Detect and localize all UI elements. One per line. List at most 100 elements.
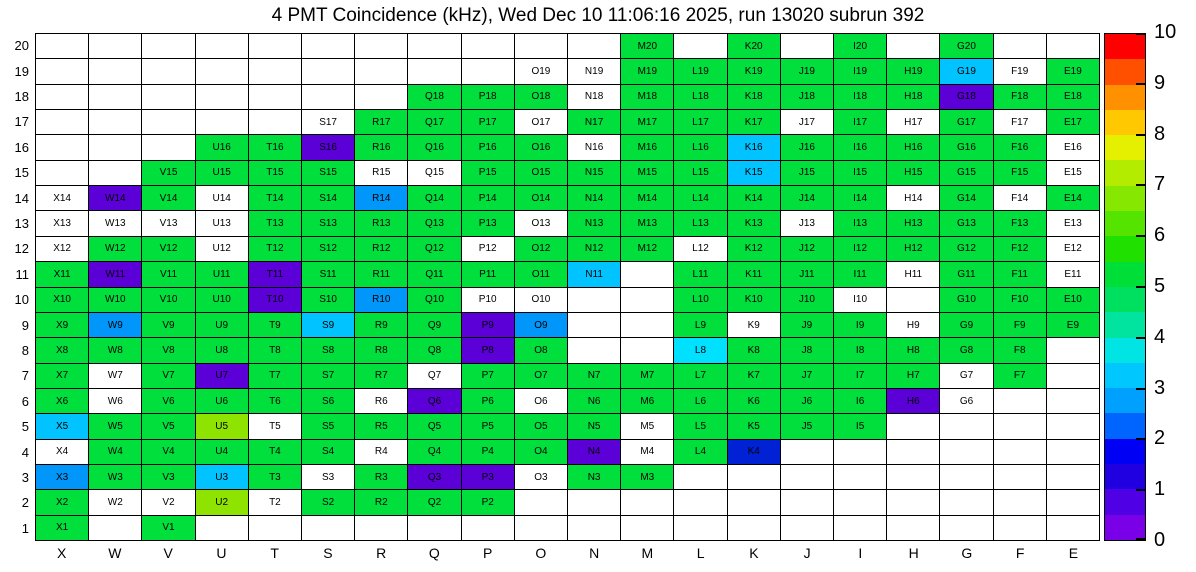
heatmap-cell: F10 bbox=[992, 286, 1046, 312]
heatmap-cell: H13 bbox=[886, 210, 940, 236]
heatmap-cell: S14 bbox=[301, 185, 355, 211]
colorbar-segment bbox=[1105, 489, 1145, 515]
heatmap-cell bbox=[194, 33, 248, 59]
colorbar-tick bbox=[1136, 387, 1145, 390]
heatmap-cell bbox=[354, 33, 408, 59]
heatmap-cell bbox=[620, 311, 674, 338]
heatmap-cell: G17 bbox=[939, 109, 993, 135]
heatmap-cell: L14 bbox=[673, 185, 727, 211]
heatmap-cell: K8 bbox=[726, 337, 780, 363]
heatmap-cell bbox=[726, 514, 780, 540]
heatmap-cell: N13 bbox=[567, 210, 621, 236]
heatmap-cell: G7 bbox=[939, 362, 993, 388]
heatmap-cell: Q12 bbox=[407, 235, 461, 262]
y-axis-label: 7 bbox=[21, 368, 29, 384]
y-axis-label: 16 bbox=[14, 139, 29, 155]
heatmap-cell: L5 bbox=[673, 413, 727, 439]
heatmap-cell bbox=[567, 337, 621, 363]
heatmap-cell: N12 bbox=[567, 235, 621, 262]
heatmap-cell bbox=[620, 514, 674, 540]
heatmap-cell: S12 bbox=[301, 235, 355, 262]
heatmap-grid: M20 K20 I20 G20 O19 N19 M19 L19 K19 J19 I19 H19 G19 F… bbox=[35, 33, 1100, 541]
heatmap-cell: P4 bbox=[460, 438, 514, 464]
heatmap-cell bbox=[1045, 489, 1099, 515]
heatmap-cell: W7 bbox=[88, 362, 142, 388]
heatmap-cell bbox=[886, 413, 940, 439]
heatmap-cell: H12 bbox=[886, 235, 940, 262]
heatmap-cell: R4 bbox=[354, 438, 408, 464]
heatmap-cell: H6 bbox=[886, 387, 940, 414]
heatmap-cell: Q17 bbox=[407, 109, 461, 135]
heatmap-cell: P13 bbox=[460, 210, 514, 236]
heatmap-cell bbox=[88, 33, 142, 59]
heatmap-cell: U7 bbox=[194, 362, 248, 388]
heatmap-cell: G12 bbox=[939, 235, 993, 262]
colorbar-tick bbox=[1136, 235, 1145, 238]
x-axis-label: G bbox=[961, 545, 973, 561]
heatmap-cell: J5 bbox=[779, 413, 833, 439]
heatmap-cell: G19 bbox=[939, 58, 993, 84]
heatmap-cell bbox=[886, 514, 940, 540]
heatmap-cell: O9 bbox=[513, 311, 567, 338]
heatmap-cell: H18 bbox=[886, 83, 940, 110]
heatmap-cell: X3 bbox=[35, 463, 89, 490]
colorbar-segment bbox=[1105, 135, 1145, 161]
heatmap-cell: K5 bbox=[726, 413, 780, 439]
heatmap-cell: E17 bbox=[1045, 109, 1099, 135]
heatmap-cell: J13 bbox=[779, 210, 833, 236]
heatmap-cell bbox=[301, 83, 355, 110]
colorbar-tick-label: 1 bbox=[1154, 478, 1166, 501]
heatmap-cell bbox=[620, 337, 674, 363]
heatmap-cell: T8 bbox=[247, 337, 301, 363]
heatmap-cell: M19 bbox=[620, 58, 674, 84]
x-axis-label: F bbox=[1015, 545, 1025, 561]
heatmap-cell: S10 bbox=[301, 286, 355, 312]
colorbar-segment bbox=[1105, 362, 1145, 389]
heatmap-cell: P10 bbox=[460, 286, 514, 312]
heatmap-cell: S3 bbox=[301, 463, 355, 490]
heatmap-cell: T3 bbox=[247, 463, 301, 490]
heatmap-cell: J14 bbox=[779, 185, 833, 211]
heatmap-cell: T7 bbox=[247, 362, 301, 388]
heatmap-cell: H9 bbox=[886, 311, 940, 338]
heatmap-cell: H8 bbox=[886, 337, 940, 363]
heatmap-cell: Q16 bbox=[407, 134, 461, 160]
colorbar-segment bbox=[1105, 109, 1145, 136]
heatmap-cell bbox=[407, 514, 461, 540]
colorbar-segment bbox=[1105, 261, 1145, 287]
colorbar-segment bbox=[1105, 185, 1145, 212]
heatmap-cell: S2 bbox=[301, 489, 355, 515]
heatmap-cell: N5 bbox=[567, 413, 621, 439]
heatmap-cell: G16 bbox=[939, 134, 993, 160]
y-axis-label: 13 bbox=[14, 215, 29, 231]
heatmap-cell bbox=[141, 58, 195, 84]
heatmap-cell bbox=[992, 438, 1046, 464]
heatmap-cell: R7 bbox=[354, 362, 408, 388]
heatmap-cell bbox=[141, 83, 195, 110]
heatmap-cell bbox=[939, 463, 993, 490]
colorbar-segment bbox=[1105, 514, 1145, 540]
heatmap-cell bbox=[513, 514, 567, 540]
heatmap-cell: O16 bbox=[513, 134, 567, 160]
heatmap-cell bbox=[886, 286, 940, 312]
heatmap-cell bbox=[886, 33, 940, 59]
heatmap-cell: R8 bbox=[354, 337, 408, 363]
heatmap-cell: T14 bbox=[247, 185, 301, 211]
heatmap-cell bbox=[141, 134, 195, 160]
x-axis-label: P bbox=[482, 545, 493, 561]
heatmap-cell: K10 bbox=[726, 286, 780, 312]
heatmap-cell bbox=[779, 463, 833, 490]
colorbar-segment bbox=[1105, 413, 1145, 439]
heatmap-cell bbox=[567, 33, 621, 59]
colorbar-segment bbox=[1105, 34, 1145, 60]
heatmap-cell: E19 bbox=[1045, 58, 1099, 84]
x-axis-label: K bbox=[749, 545, 759, 561]
heatmap-cell bbox=[460, 514, 514, 540]
heatmap-cell: K13 bbox=[726, 210, 780, 236]
heatmap-cell: U16 bbox=[194, 134, 248, 160]
colorbar-tick bbox=[1136, 133, 1145, 136]
colorbar-segment bbox=[1105, 312, 1145, 338]
heatmap-cell: R2 bbox=[354, 489, 408, 515]
colorbar-tick-label: 8 bbox=[1154, 122, 1166, 145]
heatmap-cell: G20 bbox=[939, 33, 993, 59]
